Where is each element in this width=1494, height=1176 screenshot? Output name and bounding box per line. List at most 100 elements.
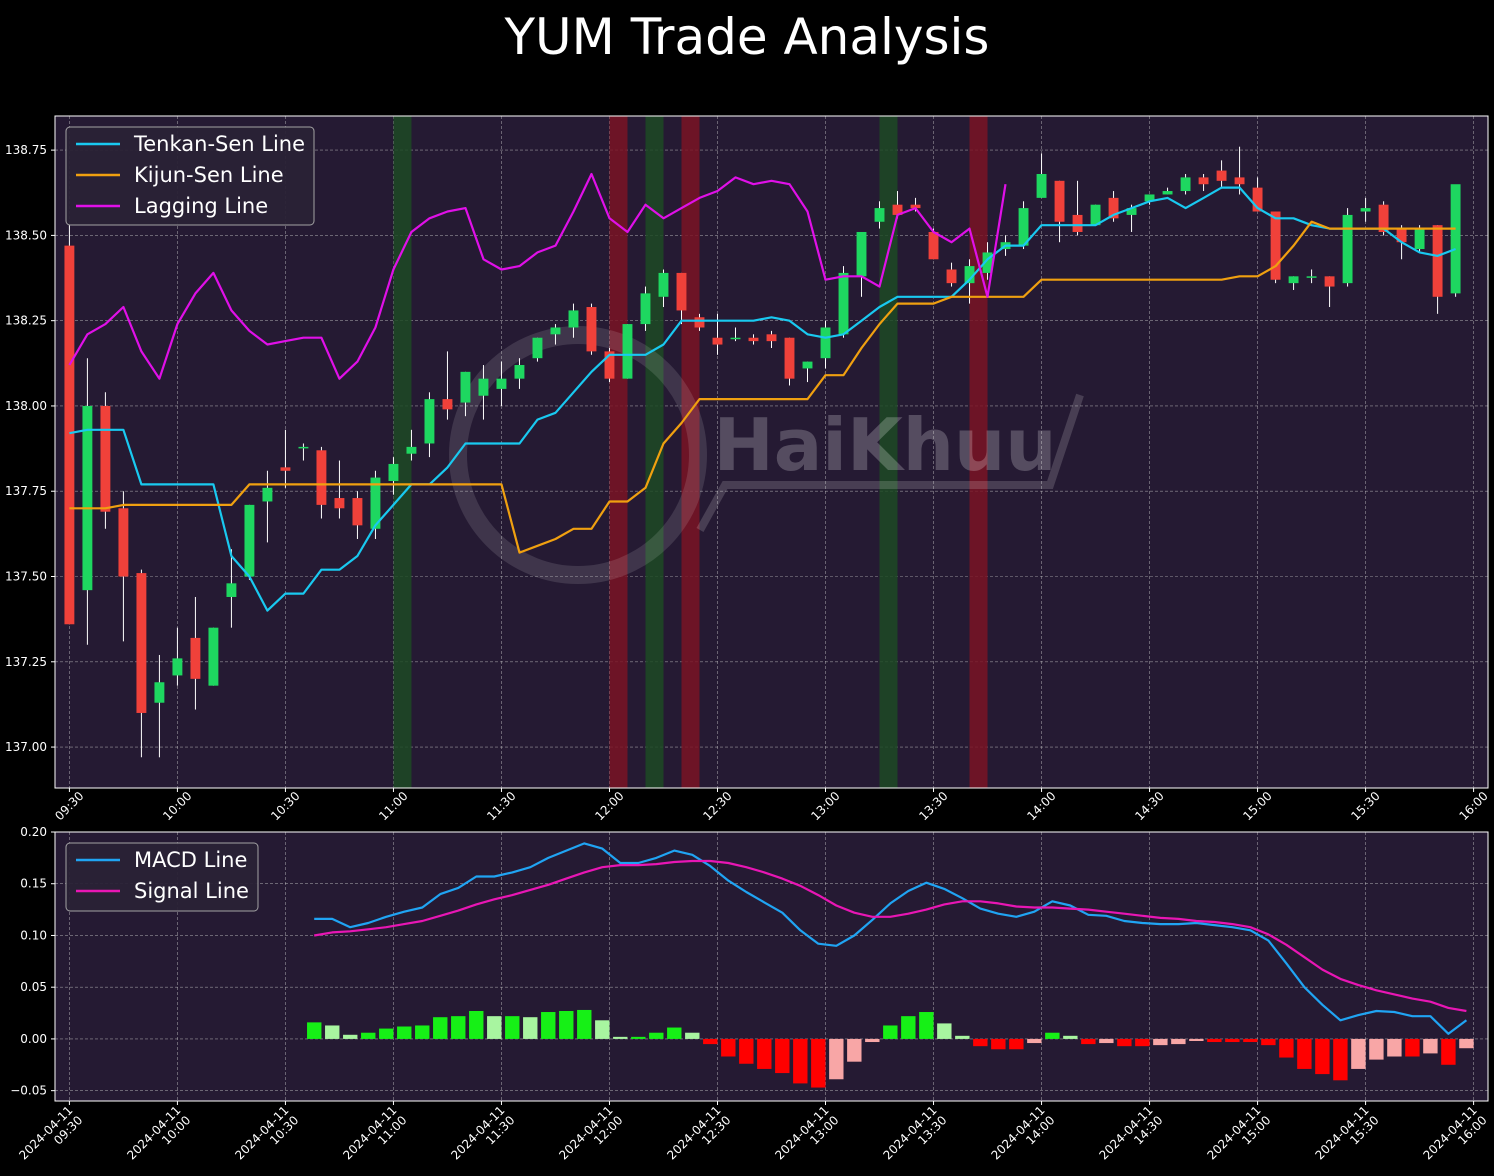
bull-candle bbox=[154, 682, 165, 703]
price-xtick-label: 15:30 bbox=[1348, 789, 1382, 823]
bear-candle bbox=[1054, 180, 1065, 222]
price-plot-background bbox=[55, 116, 1488, 788]
macd-histogram-bar bbox=[1045, 1032, 1060, 1039]
bull-candle bbox=[406, 446, 417, 454]
macd-histogram-bar bbox=[1243, 1038, 1258, 1043]
macd-histogram-bar bbox=[1207, 1038, 1222, 1043]
price-frame bbox=[54, 115, 1489, 789]
bear-candle bbox=[586, 307, 597, 352]
price-xtick-label: 12:30 bbox=[700, 789, 734, 823]
macd-panel: −0.05 0.00 0.05 0.10 0.15 0.20 2024-04-1109:30… bbox=[10, 825, 1489, 1162]
macd-histogram-bar bbox=[361, 1032, 376, 1039]
bull-candle bbox=[1036, 173, 1047, 198]
macd-ytick-label: 0.20 bbox=[20, 825, 47, 839]
bull-candle bbox=[622, 324, 633, 379]
macd-histogram-bar bbox=[1423, 1038, 1438, 1054]
tenkan-legend-label: Tenkan-Sen Line bbox=[133, 132, 305, 156]
bull-candle bbox=[424, 399, 435, 444]
macd-histogram-bar bbox=[1459, 1038, 1474, 1049]
macd-histogram-bar bbox=[631, 1036, 646, 1039]
watermark-logo: HaiKhuu bbox=[713, 403, 1056, 487]
bear-candle bbox=[748, 337, 759, 342]
macd-histogram-bar bbox=[469, 1010, 484, 1039]
bull-candle bbox=[1144, 194, 1155, 202]
bear-candle bbox=[1378, 204, 1389, 232]
macd-histogram-bar bbox=[595, 1020, 610, 1039]
macd-histogram-bar bbox=[1081, 1038, 1096, 1045]
macd-histogram-bar bbox=[1171, 1038, 1186, 1045]
bear-candle bbox=[1108, 197, 1119, 219]
price-xtick-label: 14:30 bbox=[1132, 789, 1166, 823]
price-xtick-label: 11:30 bbox=[484, 789, 518, 823]
bear-candle bbox=[442, 399, 453, 410]
macd-histogram-bar bbox=[487, 1016, 502, 1039]
bull-candle bbox=[1414, 228, 1425, 250]
macd-histogram-bar bbox=[991, 1038, 1006, 1050]
macd-histogram-bar bbox=[1225, 1038, 1240, 1043]
bear-candle bbox=[910, 204, 921, 209]
bull-candle bbox=[208, 627, 219, 686]
macd-histogram-bar bbox=[919, 1012, 934, 1039]
macd-legend: MACD Line Signal Line bbox=[65, 842, 259, 912]
macd-ytick-label: −0.05 bbox=[10, 1084, 47, 1098]
macd-histogram-bar bbox=[325, 1025, 340, 1039]
price-xtick-label: 16:00 bbox=[1456, 789, 1490, 823]
price-ytick-label: 138.50 bbox=[5, 228, 47, 242]
macd-histogram-bar bbox=[1387, 1038, 1402, 1057]
sell-signal-band bbox=[609, 116, 628, 788]
kijun-line bbox=[69, 220, 1456, 554]
bull-candle bbox=[1450, 184, 1461, 294]
macd-histogram-bar bbox=[1279, 1038, 1294, 1058]
macd-histogram-bar bbox=[523, 1017, 538, 1039]
price-legend-box bbox=[65, 126, 315, 226]
bear-candle bbox=[1072, 214, 1083, 232]
price-ytick-label: 137.00 bbox=[5, 740, 47, 754]
macd-histogram-bar bbox=[883, 1025, 898, 1039]
buy-signal-band bbox=[879, 116, 898, 788]
bull-candle bbox=[964, 266, 975, 284]
macd-histogram-bar bbox=[757, 1038, 772, 1069]
price-xtick-label: 10:30 bbox=[268, 789, 302, 823]
macd-histogram-bar bbox=[649, 1032, 664, 1039]
price-xtick-label: 09:30 bbox=[52, 789, 86, 823]
macd-ytick-label: 0.10 bbox=[20, 928, 47, 942]
macd-histogram-bar bbox=[577, 1009, 592, 1039]
price-ytick-label: 138.75 bbox=[5, 143, 47, 157]
macd-legend-label: MACD Line bbox=[134, 848, 247, 872]
macd-ytick-label: 0.15 bbox=[20, 877, 47, 891]
lagging-legend-label: Lagging Line bbox=[134, 194, 268, 218]
macd-histogram-bar bbox=[1405, 1038, 1420, 1057]
bull-candle bbox=[82, 405, 93, 591]
watermark-arrow bbox=[696, 393, 1084, 532]
bear-candle bbox=[1396, 228, 1407, 243]
macd-histogram-bar bbox=[739, 1038, 754, 1064]
price-xtick-label: 14:00 bbox=[1024, 789, 1058, 823]
macd-histogram-bar bbox=[1189, 1038, 1204, 1041]
bull-candle bbox=[1360, 208, 1371, 212]
price-xtick-label: 10:00 bbox=[160, 789, 194, 823]
macd-histogram-bar bbox=[397, 1026, 412, 1039]
bull-candle bbox=[460, 371, 471, 403]
bear-candle bbox=[100, 405, 111, 512]
macd-histogram-bar bbox=[1441, 1038, 1456, 1065]
macd-histogram-bar bbox=[1153, 1038, 1168, 1046]
bull-candle bbox=[1180, 177, 1191, 192]
macd-histogram-bar bbox=[811, 1038, 826, 1088]
bear-candle bbox=[316, 450, 327, 505]
bear-candle bbox=[946, 269, 957, 284]
bear-candle bbox=[694, 317, 705, 328]
macd-histogram-bar bbox=[1117, 1038, 1132, 1047]
price-legend: Tenkan-Sen Line Kijun-Sen Line Lagging Lin… bbox=[65, 126, 315, 226]
bull-candle bbox=[874, 208, 885, 222]
bear-candle bbox=[1432, 225, 1443, 297]
bear-candle bbox=[1252, 187, 1263, 212]
bear-candle bbox=[1216, 170, 1227, 181]
macd-histogram-bar bbox=[1333, 1038, 1348, 1081]
macd-ytick-label: 0.05 bbox=[20, 980, 47, 994]
